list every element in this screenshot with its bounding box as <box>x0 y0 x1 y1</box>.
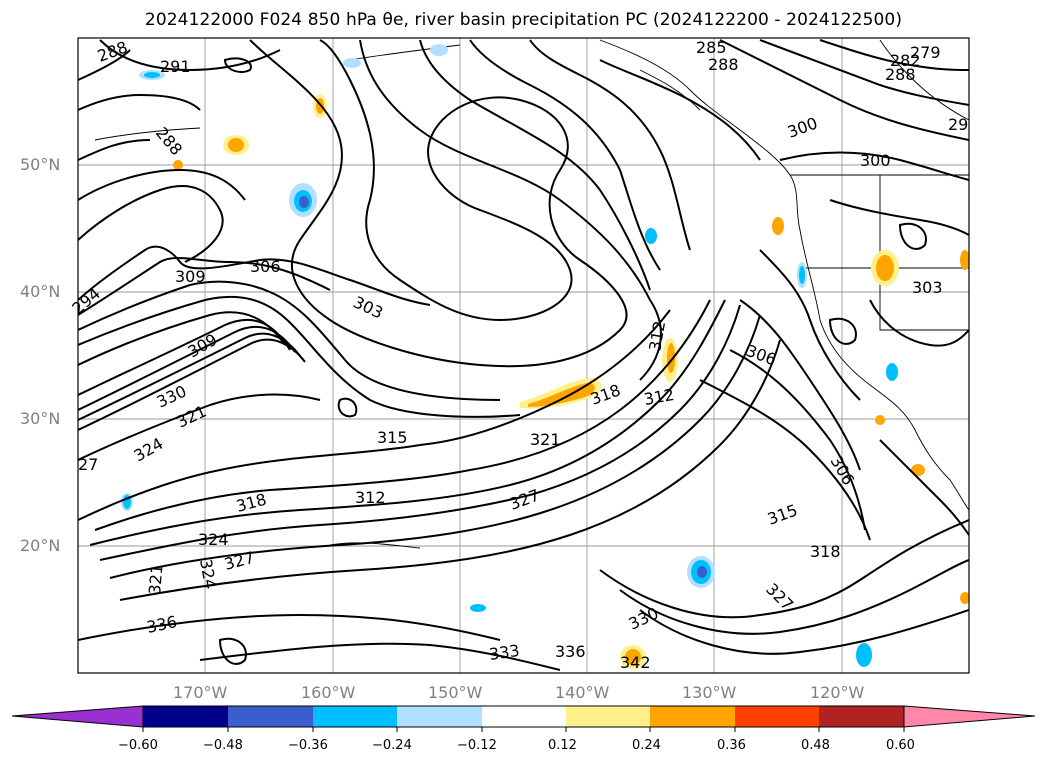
colorbar-segment <box>482 706 566 727</box>
colorbar-tick-label: 0.12 <box>548 738 577 753</box>
contour-label: 315 <box>377 428 408 447</box>
colorbar-tick-label: −0.60 <box>118 738 158 753</box>
colorbar-segment <box>143 706 228 727</box>
lat-label: 50°N <box>20 155 60 174</box>
colorbar-tick-label: 0.60 <box>886 738 915 753</box>
contour-label: 321 <box>145 563 167 595</box>
colorbar-tick-label: 0.24 <box>632 738 661 753</box>
colorbar <box>12 706 1035 732</box>
colorbar-segment <box>735 706 819 727</box>
contour-label: 27 <box>78 455 98 474</box>
colorbar-segment <box>228 706 313 727</box>
lon-label: 120°W <box>810 683 864 702</box>
colorbar-segment <box>397 706 482 727</box>
contour-label: 291 <box>160 57 191 76</box>
colorbar-tick-label: −0.24 <box>372 738 412 753</box>
colorbar-segment <box>819 706 904 727</box>
colorbar-tick-label: −0.12 <box>457 738 497 753</box>
contour-label: 288 <box>885 65 916 84</box>
lon-label: 150°W <box>428 683 482 702</box>
lon-label: 170°W <box>173 683 227 702</box>
colorbar-segment <box>313 706 397 727</box>
colorbar-extend-high <box>904 706 1035 727</box>
colorbar-tick-label: −0.36 <box>288 738 328 753</box>
lon-label: 130°W <box>682 683 736 702</box>
colorbar-tick-label: 0.48 <box>801 738 830 753</box>
colorbar-segment <box>650 706 735 727</box>
colorbar-extend-low <box>12 706 143 727</box>
map-figure: 288 291 288 294 309 306 303 309 330 321 … <box>0 0 1047 767</box>
contour-label: 321 <box>530 430 561 449</box>
contour-label: 29 <box>948 115 968 134</box>
lon-label: 140°W <box>555 683 609 702</box>
lat-label: 30°N <box>20 409 60 428</box>
colorbar-segment <box>566 706 650 727</box>
lon-label: 160°W <box>301 683 355 702</box>
contour-label: 303 <box>912 278 943 297</box>
contour-label: 342 <box>620 653 651 672</box>
contour-label: 312 <box>355 488 386 507</box>
lat-label: 40°N <box>20 282 60 301</box>
contour-label: 309 <box>175 267 206 286</box>
contour-label: 336 <box>555 642 586 661</box>
colorbar-tick-label: 0.36 <box>717 738 746 753</box>
contour-label: 318 <box>810 542 841 561</box>
colorbar-tick-label: −0.48 <box>203 738 243 753</box>
contour-label: 300 <box>860 151 891 170</box>
contour-label: 324 <box>198 530 229 549</box>
contour-label: 288 <box>708 55 739 74</box>
lat-label: 20°N <box>20 536 60 555</box>
contour-label: 306 <box>250 257 281 276</box>
